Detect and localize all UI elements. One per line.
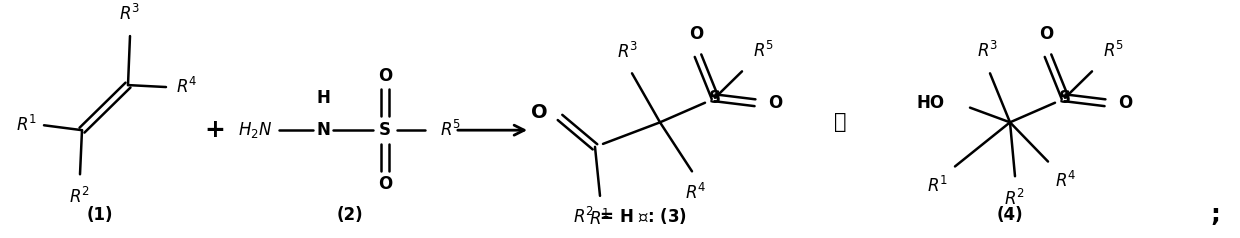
- Text: (4): (4): [997, 206, 1023, 224]
- Text: $R^4$: $R^4$: [686, 183, 707, 203]
- Text: O: O: [1039, 25, 1053, 43]
- Text: $R^3$: $R^3$: [618, 41, 639, 62]
- Text: $R^4$: $R^4$: [1055, 171, 1076, 191]
- Text: $R^4$: $R^4$: [176, 77, 197, 97]
- Text: $R^2$ = H 时: (3): $R^2$ = H 时: (3): [573, 204, 687, 227]
- Text: N: N: [316, 121, 330, 139]
- Text: $R^3$: $R^3$: [977, 40, 998, 61]
- Text: $R^1$: $R^1$: [926, 176, 949, 196]
- Text: $R^5$: $R^5$: [1104, 40, 1125, 61]
- Text: S: S: [379, 121, 391, 139]
- Text: S: S: [1059, 89, 1071, 107]
- Text: HO: HO: [916, 94, 945, 112]
- Text: (2): (2): [337, 206, 363, 224]
- Text: +: +: [205, 118, 226, 142]
- Text: $R^5$: $R^5$: [753, 40, 774, 61]
- Text: H: H: [316, 89, 330, 107]
- Text: $R^2$: $R^2$: [1004, 189, 1025, 209]
- Text: O: O: [378, 67, 392, 85]
- Text: $R^5$: $R^5$: [440, 120, 461, 140]
- Text: O: O: [689, 25, 703, 43]
- Text: $R^1$: $R^1$: [16, 115, 37, 135]
- Text: ;: ;: [1210, 203, 1220, 228]
- Text: 或: 或: [833, 112, 846, 132]
- Text: S: S: [709, 89, 720, 107]
- Text: $R^3$: $R^3$: [119, 4, 140, 24]
- Text: (1): (1): [87, 206, 113, 224]
- Text: $R^2$: $R^2$: [69, 187, 91, 207]
- Text: O: O: [532, 103, 548, 122]
- Text: O: O: [378, 175, 392, 193]
- Text: O: O: [1118, 94, 1132, 112]
- Text: $H_2N$: $H_2N$: [238, 120, 273, 140]
- Text: O: O: [768, 94, 782, 112]
- Text: $R^1$: $R^1$: [589, 208, 610, 229]
